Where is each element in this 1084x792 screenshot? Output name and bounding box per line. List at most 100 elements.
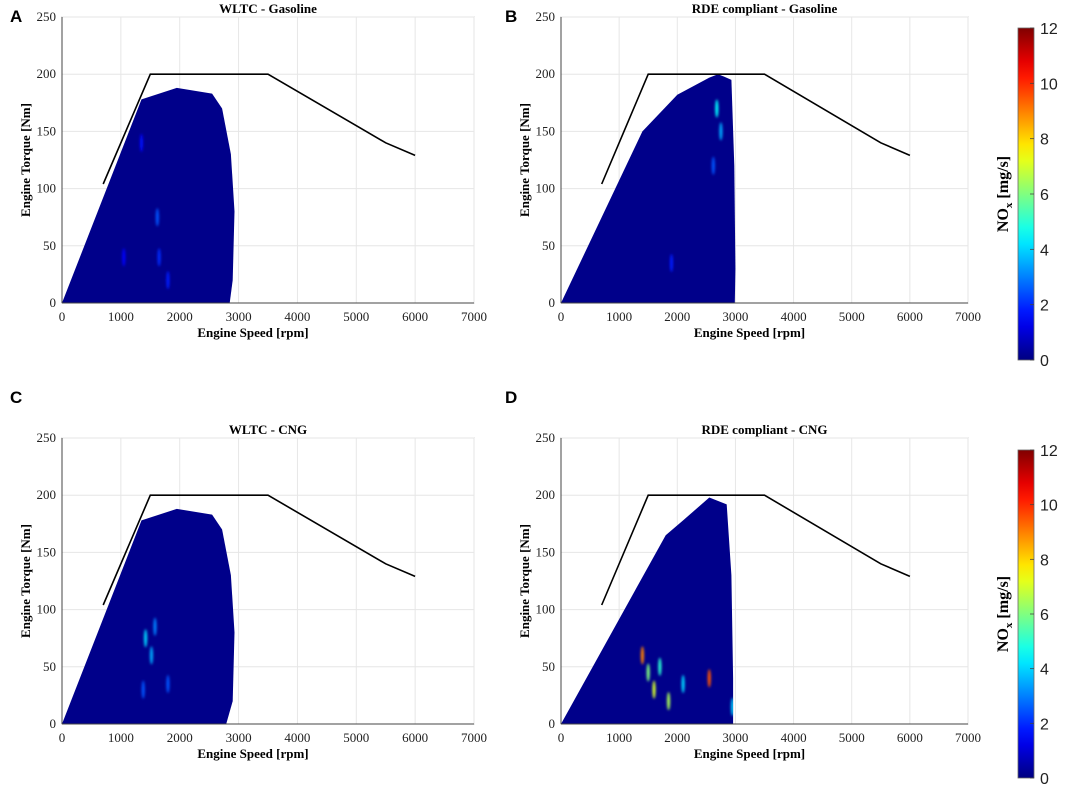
colorbar-tick-label: 8 <box>1040 132 1049 149</box>
nox-hotspot <box>153 617 157 636</box>
nox-hotspot <box>166 674 170 693</box>
nox-region <box>561 74 736 303</box>
colorbar-tick-label: 12 <box>1040 443 1058 460</box>
nox-region <box>62 508 235 724</box>
colorbar-label-main: NO <box>995 628 1012 652</box>
x-tick-label: 4000 <box>781 309 807 324</box>
y-tick-label: 0 <box>50 716 57 731</box>
nox-hotspot <box>141 680 145 699</box>
x-tick-label: 5000 <box>343 730 369 745</box>
colorbar-tick-label: 8 <box>1040 552 1049 569</box>
y-tick-label: 150 <box>536 123 556 138</box>
nox-hotspot <box>652 680 656 699</box>
colorbar-2: 0 2 4 6 8 10 12 NOx [mg/s] <box>995 443 1058 788</box>
y-tick-label: 50 <box>542 659 555 674</box>
nox-hotspot <box>658 657 662 676</box>
y-tick-label: 250 <box>536 430 556 445</box>
nox-hotspot <box>715 99 719 118</box>
x-axis-label: Engine Speed [rpm] <box>694 746 805 761</box>
x-tick-label: 7000 <box>955 309 981 324</box>
x-tick-label: 4000 <box>284 730 310 745</box>
x-tick-label: 6000 <box>402 730 428 745</box>
x-tick-label: 5000 <box>839 730 865 745</box>
panel-c: 0 1000 2000 3000 4000 5000 6000 7000 0 50 100 150 20… <box>10 388 487 761</box>
y-tick-label: 50 <box>542 238 555 253</box>
colorbar-tick-label: 4 <box>1040 242 1049 259</box>
nox-hotspot <box>711 156 715 175</box>
x-tick-label: 1000 <box>108 309 134 324</box>
y-tick-label: 50 <box>43 659 56 674</box>
panel-letter: A <box>10 7 22 26</box>
y-tick-label: 150 <box>37 544 57 559</box>
nox-hotspot <box>669 253 674 272</box>
x-tick-label: 7000 <box>461 730 487 745</box>
x-tick-label: 3000 <box>226 309 252 324</box>
hotspot-group <box>141 617 170 699</box>
y-tick-label: 50 <box>43 238 56 253</box>
x-tick-label: 5000 <box>839 309 865 324</box>
x-tick-label: 3000 <box>722 309 748 324</box>
y-tick-label: 250 <box>37 9 57 24</box>
x-tick-label: 4000 <box>781 730 807 745</box>
colorbar-tick-label: 2 <box>1040 716 1049 733</box>
x-tick-label: 2000 <box>664 309 690 324</box>
panel-letter: D <box>505 388 517 407</box>
colorbar-tick-label: 12 <box>1040 21 1058 38</box>
nox-hotspot <box>155 208 159 227</box>
y-tick-label: 150 <box>536 544 556 559</box>
colorbar-tick-label: 10 <box>1040 76 1058 93</box>
panel-title: RDE compliant - Gasoline <box>692 1 838 16</box>
y-tick-label: 150 <box>37 123 57 138</box>
x-tick-label: 0 <box>59 309 66 324</box>
panel-d: 0 1000 2000 3000 4000 5000 6000 7000 0 50 100 150 20… <box>505 388 981 761</box>
x-tick-label: 1000 <box>108 730 134 745</box>
nox-hotspot <box>139 133 144 152</box>
nox-hotspot <box>149 646 154 665</box>
x-tick-label: 4000 <box>284 309 310 324</box>
y-tick-label: 200 <box>37 487 57 502</box>
x-tick-label: 0 <box>558 730 565 745</box>
max-torque-curve <box>600 494 911 606</box>
panel-a: 0 1000 2000 3000 4000 5000 6000 7000 0 50 100 150 20… <box>10 1 487 340</box>
x-tick-label: 6000 <box>402 309 428 324</box>
x-axis-label: Engine Speed [rpm] <box>197 325 308 340</box>
y-tick-label: 0 <box>50 295 57 310</box>
x-axis-label: Engine Speed [rpm] <box>694 325 805 340</box>
nox-hotspot <box>143 629 148 648</box>
nox-region <box>62 87 235 304</box>
y-tick-label: 100 <box>536 602 556 617</box>
nox-hotspot <box>122 248 126 267</box>
colorbar-tick-label: 4 <box>1040 662 1049 679</box>
y-tick-label: 100 <box>37 181 57 196</box>
nox-hotspot <box>719 122 723 141</box>
panel-title: WLTC - CNG <box>229 422 307 437</box>
colorbar-label: NOx [mg/s] <box>995 156 1015 232</box>
x-tick-label: 2000 <box>167 730 193 745</box>
nox-hotspot <box>681 674 685 693</box>
hotspot-group <box>640 646 734 716</box>
nox-hotspot <box>730 697 734 716</box>
y-tick-label: 100 <box>37 602 57 617</box>
y-axis-label: Engine Torque [Nm] <box>18 524 33 638</box>
x-tick-label: 0 <box>558 309 565 324</box>
x-tick-label: 0 <box>59 730 66 745</box>
x-tick-label: 6000 <box>897 309 923 324</box>
y-axis-label: Engine Torque [Nm] <box>18 103 33 217</box>
colorbar-tick-label: 6 <box>1040 607 1049 624</box>
colorbar-tick-label: 0 <box>1040 353 1049 370</box>
max-torque-curve <box>102 494 416 606</box>
colorbar-1: 0 2 4 6 8 10 12 NOx [mg/s] <box>995 21 1058 370</box>
y-tick-label: 250 <box>536 9 556 24</box>
colorbar-tick-label: 6 <box>1040 187 1049 204</box>
x-tick-label: 3000 <box>226 730 252 745</box>
nox-region <box>561 497 734 724</box>
y-tick-label: 200 <box>37 66 57 81</box>
max-torque-curve <box>600 73 911 185</box>
hotspot-group <box>122 133 170 290</box>
colorbar-label-sub: x <box>1003 622 1015 628</box>
y-tick-label: 200 <box>536 66 556 81</box>
panel-letter: C <box>10 388 22 407</box>
y-tick-label: 0 <box>549 295 556 310</box>
x-tick-label: 1000 <box>606 309 632 324</box>
